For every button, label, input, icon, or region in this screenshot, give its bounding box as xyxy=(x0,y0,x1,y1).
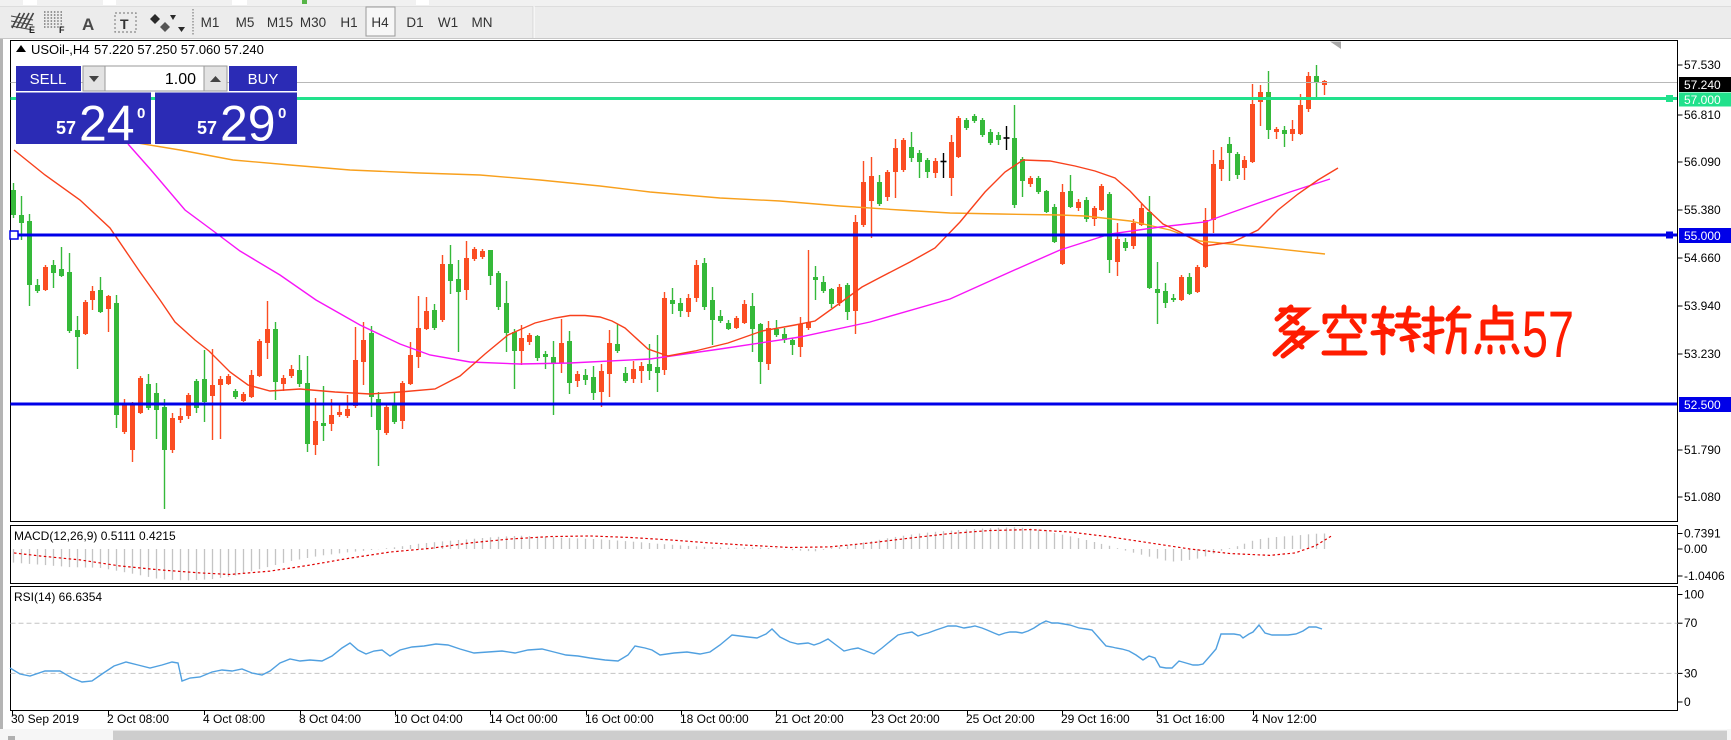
svg-text:M15: M15 xyxy=(267,15,293,30)
svg-text:57: 57 xyxy=(197,118,217,138)
svg-text:H1: H1 xyxy=(340,15,357,30)
svg-text:29 Oct 16:00: 29 Oct 16:00 xyxy=(1061,712,1130,726)
svg-text:BUY: BUY xyxy=(248,71,279,88)
svg-text:70: 70 xyxy=(1684,616,1698,630)
svg-text:0: 0 xyxy=(137,105,145,122)
svg-text:1.00: 1.00 xyxy=(165,71,196,88)
svg-text:0: 0 xyxy=(1684,695,1691,709)
svg-text:4 Nov 12:00: 4 Nov 12:00 xyxy=(1252,712,1317,726)
svg-text:21 Oct 20:00: 21 Oct 20:00 xyxy=(775,712,844,726)
svg-text:31 Oct 16:00: 31 Oct 16:00 xyxy=(1156,712,1225,726)
svg-text:57.530: 57.530 xyxy=(1684,58,1721,72)
svg-text:14 Oct 00:00: 14 Oct 00:00 xyxy=(489,712,558,726)
svg-text:100: 100 xyxy=(1684,588,1704,602)
svg-text:10 Oct 04:00: 10 Oct 04:00 xyxy=(394,712,463,726)
svg-text:30 Sep 2019: 30 Sep 2019 xyxy=(11,712,79,726)
svg-text:-1.0406: -1.0406 xyxy=(1684,569,1725,583)
svg-text:8 Oct 04:00: 8 Oct 04:00 xyxy=(299,712,361,726)
svg-text:0: 0 xyxy=(278,105,286,122)
svg-text:F: F xyxy=(59,25,65,35)
svg-text:MACD(12,26,9) 0.5111 0.4215: MACD(12,26,9) 0.5111 0.4215 xyxy=(14,529,176,543)
svg-text:M1: M1 xyxy=(201,15,220,30)
svg-text:51.790: 51.790 xyxy=(1684,443,1721,457)
svg-text:54.660: 54.660 xyxy=(1684,251,1721,265)
svg-text:56.810: 56.810 xyxy=(1684,108,1721,122)
svg-text:18 Oct 00:00: 18 Oct 00:00 xyxy=(680,712,749,726)
svg-text:4 Oct 08:00: 4 Oct 08:00 xyxy=(203,712,265,726)
svg-text:29: 29 xyxy=(220,96,276,152)
svg-text:57.000: 57.000 xyxy=(1684,93,1721,107)
svg-text:55.380: 55.380 xyxy=(1684,203,1721,217)
svg-text:25 Oct 20:00: 25 Oct 20:00 xyxy=(966,712,1035,726)
svg-text:57: 57 xyxy=(56,118,76,138)
svg-text:H4: H4 xyxy=(371,15,389,30)
svg-text:56.090: 56.090 xyxy=(1684,155,1721,169)
svg-text:2 Oct 08:00: 2 Oct 08:00 xyxy=(107,712,169,726)
svg-text:E: E xyxy=(29,25,35,35)
svg-text:0.00: 0.00 xyxy=(1684,542,1708,556)
svg-text:16 Oct 00:00: 16 Oct 00:00 xyxy=(585,712,654,726)
svg-text:T: T xyxy=(120,16,129,32)
svg-text:USOil-,H4: USOil-,H4 xyxy=(31,42,90,57)
svg-text:W1: W1 xyxy=(438,15,458,30)
svg-text:57: 57 xyxy=(1522,297,1574,371)
svg-text:MN: MN xyxy=(472,15,493,30)
svg-text:55.000: 55.000 xyxy=(1684,229,1721,243)
svg-text:51.080: 51.080 xyxy=(1684,490,1721,504)
svg-text:M30: M30 xyxy=(300,15,326,30)
svg-text:57.220 57.250 57.060 57.240: 57.220 57.250 57.060 57.240 xyxy=(94,42,264,57)
svg-text:M5: M5 xyxy=(236,15,255,30)
svg-text:24: 24 xyxy=(79,96,135,152)
svg-text:53.230: 53.230 xyxy=(1684,347,1721,361)
svg-text:0.7391: 0.7391 xyxy=(1684,527,1721,541)
svg-text:D1: D1 xyxy=(406,15,423,30)
svg-text:30: 30 xyxy=(1684,666,1698,680)
svg-text:57.240: 57.240 xyxy=(1684,78,1721,92)
svg-text:RSI(14) 66.6354: RSI(14) 66.6354 xyxy=(14,590,102,604)
svg-text:A: A xyxy=(82,15,94,34)
svg-text:SELL: SELL xyxy=(30,71,67,88)
svg-text:23 Oct 20:00: 23 Oct 20:00 xyxy=(871,712,940,726)
svg-text:53.940: 53.940 xyxy=(1684,299,1721,313)
svg-text:52.500: 52.500 xyxy=(1684,398,1721,412)
